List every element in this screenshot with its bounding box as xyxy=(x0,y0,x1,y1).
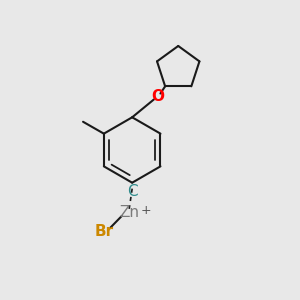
Text: C: C xyxy=(127,184,137,199)
Text: Br: Br xyxy=(94,224,113,239)
Text: +: + xyxy=(140,204,151,218)
Text: Zn: Zn xyxy=(119,205,139,220)
Text: O: O xyxy=(151,89,164,104)
